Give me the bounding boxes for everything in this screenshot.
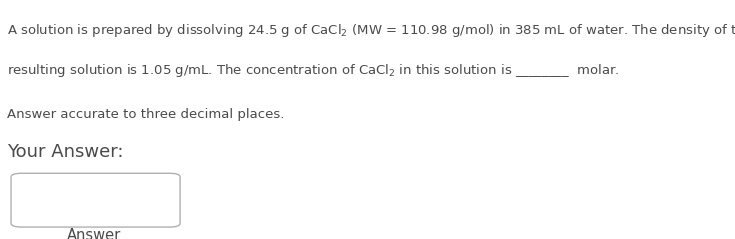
FancyBboxPatch shape bbox=[11, 173, 180, 227]
Text: Your Answer:: Your Answer: bbox=[7, 143, 124, 161]
Text: Answer: Answer bbox=[67, 228, 121, 239]
Text: A solution is prepared by dissolving 24.5 g of CaCl$_2$ (MW = 110.98 g/mol) in 3: A solution is prepared by dissolving 24.… bbox=[7, 22, 735, 38]
Text: resulting solution is 1.05 g/mL. The concentration of CaCl$_2$ in this solution : resulting solution is 1.05 g/mL. The con… bbox=[7, 62, 620, 79]
Text: Answer accurate to three decimal places.: Answer accurate to three decimal places. bbox=[7, 108, 284, 120]
